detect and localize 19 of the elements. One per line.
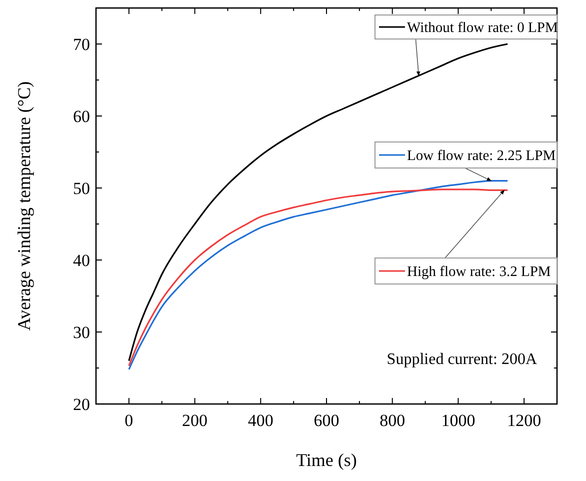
x-tick-label: 0 xyxy=(124,411,134,430)
y-tick-label: 30 xyxy=(73,323,90,342)
x-tick-label: 1200 xyxy=(507,411,542,430)
legend-label: Low flow rate: 2.25 LPM xyxy=(407,148,556,164)
y-tick-label: 70 xyxy=(73,35,90,54)
y-tick-label: 20 xyxy=(73,395,90,414)
annotation: Supplied current: 200A xyxy=(386,351,538,368)
x-axis-title: Time (s) xyxy=(296,450,357,470)
x-tick-label: 600 xyxy=(314,411,340,430)
y-tick-label: 40 xyxy=(73,251,90,270)
y-tick-label: 50 xyxy=(73,179,90,198)
x-tick-label: 200 xyxy=(182,411,208,430)
legend-label: Without flow rate: 0 LPM xyxy=(407,20,558,36)
y-axis-title: Average winding temperature (°C) xyxy=(14,81,34,331)
legend-label: High flow rate: 3.2 LPM xyxy=(407,264,551,280)
x-tick-label: 400 xyxy=(248,411,274,430)
x-tick-label: 1000 xyxy=(441,411,476,430)
y-tick-label: 60 xyxy=(73,107,90,126)
x-tick-label: 800 xyxy=(380,411,406,430)
